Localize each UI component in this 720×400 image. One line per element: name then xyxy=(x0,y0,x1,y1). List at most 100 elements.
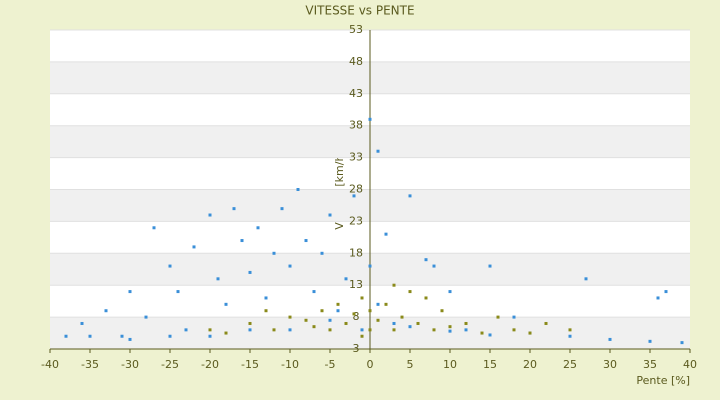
scatter-point xyxy=(680,341,684,345)
scatter-point xyxy=(288,328,292,332)
scatter-point xyxy=(432,328,436,332)
scatter-point xyxy=(368,264,372,268)
scatter-point xyxy=(264,296,268,300)
scatter-point xyxy=(488,264,492,268)
x-tick-label: 5 xyxy=(407,358,414,371)
x-tick-label: -30 xyxy=(121,358,139,371)
scatter-point xyxy=(288,264,292,268)
scatter-point xyxy=(296,188,300,191)
scatter-point xyxy=(368,328,372,332)
y-tick-label: 38 xyxy=(349,119,363,132)
y-tick-label: 28 xyxy=(349,183,363,196)
x-tick-label: 10 xyxy=(443,358,457,371)
scatter-point xyxy=(144,315,148,319)
scatter-point xyxy=(528,331,532,335)
scatter-point xyxy=(168,264,172,268)
x-tick-label: 40 xyxy=(683,358,697,371)
scatter-point xyxy=(88,334,92,338)
scatter-point xyxy=(568,334,572,338)
x-tick-label: -25 xyxy=(161,358,179,371)
scatter-point xyxy=(64,334,68,338)
scatter-point xyxy=(280,207,284,211)
scatter-point xyxy=(392,283,396,287)
scatter-point xyxy=(648,339,652,343)
scatter-point xyxy=(608,337,612,341)
scatter-point xyxy=(656,296,660,300)
scatter-point xyxy=(168,334,172,338)
scatter-point xyxy=(360,334,364,338)
scatter-point xyxy=(368,309,372,313)
scatter-point xyxy=(432,264,436,268)
scatter-point xyxy=(496,315,500,319)
scatter-point xyxy=(664,290,668,294)
scatter-point xyxy=(248,328,252,332)
y-tick-label: 18 xyxy=(349,246,363,259)
x-tick-label: 25 xyxy=(563,358,577,371)
scatter-point xyxy=(184,328,188,332)
scatter-point xyxy=(248,321,252,325)
scatter-point xyxy=(288,315,292,319)
scatter-point xyxy=(352,194,356,198)
scatter-point xyxy=(344,321,348,325)
scatter-point xyxy=(120,334,124,338)
scatter-point xyxy=(336,309,340,313)
scatter-point xyxy=(408,194,412,198)
x-tick-label: -10 xyxy=(281,358,299,371)
y-tick-label: 53 xyxy=(349,23,363,36)
scatter-point xyxy=(368,117,372,121)
scatter-point xyxy=(440,309,444,313)
scatter-point xyxy=(208,334,212,338)
scatter-point xyxy=(392,328,396,332)
y-tick-label: 23 xyxy=(349,214,363,227)
scatter-point xyxy=(344,277,348,281)
scatter-point xyxy=(224,331,228,335)
scatter-point xyxy=(400,315,404,319)
chart-title: VITESSE vs PENTE xyxy=(305,4,414,18)
scatter-point xyxy=(448,329,452,333)
scatter-point xyxy=(80,321,84,325)
scatter-point xyxy=(464,328,468,332)
scatter-point xyxy=(360,328,364,332)
x-tick-label: 15 xyxy=(483,358,497,371)
scatter-point xyxy=(240,239,244,243)
scatter-point xyxy=(488,333,492,337)
scatter-point xyxy=(424,258,428,262)
x-tick-label: -40 xyxy=(41,358,59,371)
scatter-point xyxy=(264,309,268,313)
scatter-point xyxy=(232,207,236,211)
x-tick-label: 30 xyxy=(603,358,617,371)
scatter-point xyxy=(448,290,452,294)
scatter-point xyxy=(376,318,380,322)
scatter-point xyxy=(176,290,180,294)
y-tick-label: 48 xyxy=(349,55,363,68)
scatter-point xyxy=(416,321,420,325)
scatter-point xyxy=(424,296,428,300)
scatter-point xyxy=(328,328,332,332)
scatter-point xyxy=(376,302,380,306)
scatter-point xyxy=(320,309,324,313)
scatter-point xyxy=(312,290,316,294)
scatter-point xyxy=(256,226,260,230)
scatter-point xyxy=(512,328,516,332)
scatter-point xyxy=(384,232,388,236)
scatter-point xyxy=(272,328,276,332)
scatter-point xyxy=(312,325,316,329)
scatter-point xyxy=(224,302,228,306)
scatter-point xyxy=(152,226,156,230)
scatter-point xyxy=(216,277,220,281)
scatter-point xyxy=(376,149,380,153)
y-tick-label: 13 xyxy=(349,278,363,291)
scatter-point xyxy=(584,277,588,281)
scatter-point xyxy=(408,290,412,294)
scatter-point xyxy=(192,245,196,249)
scatter-point xyxy=(304,239,308,243)
scatter-point xyxy=(336,302,340,306)
scatter-point xyxy=(352,312,356,316)
x-tick-label: 20 xyxy=(523,358,537,371)
scatter-point xyxy=(544,321,548,325)
scatter-point xyxy=(208,213,212,217)
scatter-point xyxy=(328,318,332,322)
scatter-point xyxy=(128,337,132,341)
scatter-point xyxy=(384,302,388,306)
